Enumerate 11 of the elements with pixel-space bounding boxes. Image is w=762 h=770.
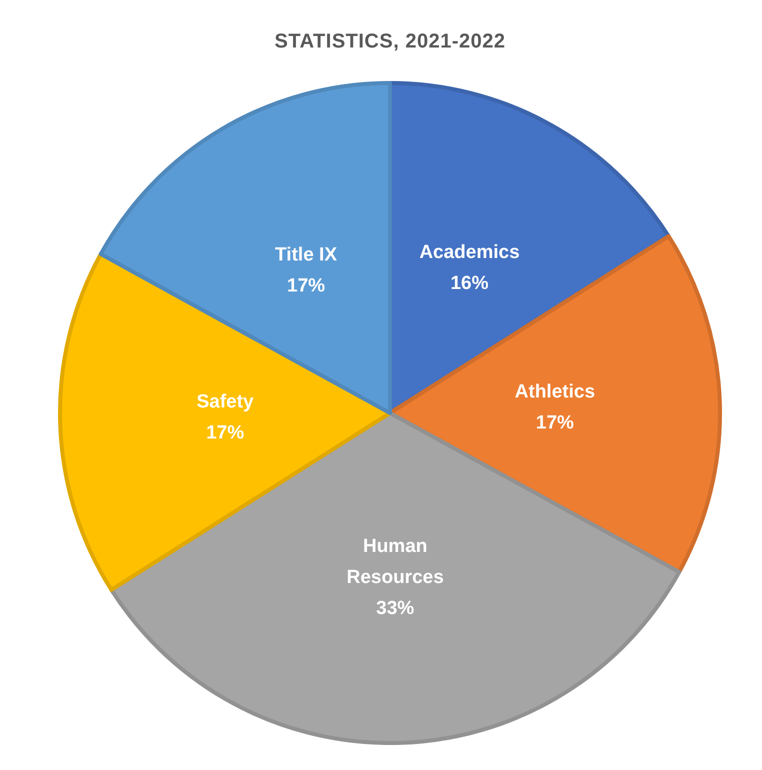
data-label: 17% [286,275,326,296]
slice-label: Human Resources [346,536,444,588]
slice-label: Safety [196,392,254,413]
slice-label: Title IX [275,244,338,266]
slice-label: Athletics [514,381,596,402]
data-label: 17% [206,422,244,444]
data-label: 16% [450,272,489,294]
data-label: 17% [536,412,574,434]
slice-label: Academics [419,242,520,263]
chart-title: STATISTICS, 2021-2022 [274,30,506,52]
data-label: 33% [376,598,414,619]
